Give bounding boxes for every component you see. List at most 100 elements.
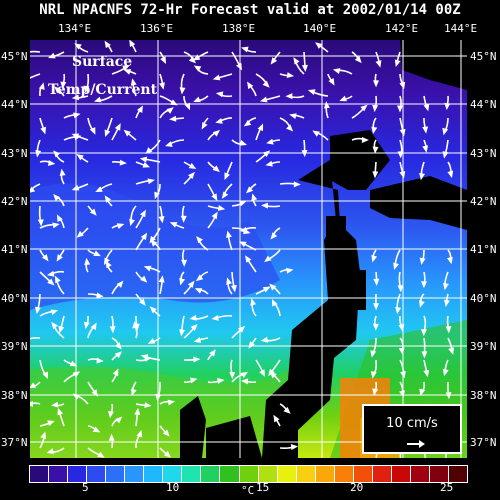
current-arrow-head (443, 282, 449, 291)
lon-tick-144e: 144°E (444, 22, 478, 35)
current-arrow-head (93, 250, 101, 257)
current-arrow-head (394, 59, 401, 68)
current-arrow-head (371, 126, 378, 135)
colorbar-cell (258, 466, 278, 482)
current-arrow-head (421, 351, 428, 359)
current-arrow-head (76, 230, 84, 238)
current-arrow-head (40, 431, 47, 440)
current-arrow-head (196, 236, 203, 244)
current-arrow-head (95, 186, 103, 193)
current-arrow-head (116, 280, 124, 288)
current-arrow-head (372, 388, 379, 396)
current-arrow-head (215, 91, 224, 98)
current-arrow-head (130, 388, 137, 397)
current-arrow-head (30, 186, 36, 193)
current-arrow-head (184, 102, 191, 111)
current-arrow-head (91, 389, 98, 397)
temperature-current-map (30, 40, 467, 458)
current-arrow-head (114, 351, 123, 359)
current-arrow-head (447, 170, 454, 179)
current-arrow-head (240, 371, 249, 379)
current-arrow-head (442, 151, 449, 159)
current-arrow-head (71, 133, 80, 140)
current-arrow-head (375, 60, 382, 68)
temperature-colorbar (30, 466, 468, 482)
current-arrow-head (132, 321, 139, 329)
current-arrow-head (264, 255, 272, 263)
current-arrow-head (90, 322, 97, 331)
current-arrow-head (399, 390, 405, 398)
current-arrow (30, 73, 41, 79)
velocity-scale-label: 10 cm/s (386, 416, 438, 431)
current-arrow-head (71, 184, 80, 191)
current-arrow-head (47, 420, 55, 427)
current-arrow-head (212, 165, 220, 173)
lat-tick-right-37n: 37°N (470, 436, 497, 449)
current-arrow-head (136, 429, 143, 438)
velocity-scale-arrow-icon (407, 440, 425, 448)
current-arrow-head (190, 323, 198, 332)
colorbar-frame (29, 465, 468, 483)
current-arrow-head (419, 172, 426, 181)
current-arrow-head (270, 232, 278, 240)
colorbar-tick-25: 25 (440, 481, 454, 494)
current-arrow-head (140, 275, 148, 283)
current-arrow-head (419, 300, 425, 308)
current-arrow-head (144, 402, 152, 409)
current-arrow-head (104, 195, 112, 203)
colorbar-tick-15: 15 (256, 481, 270, 494)
current-arrow-head (419, 388, 426, 397)
map-title: NRL NPACNFS 72-Hr Forecast valid at 2002… (39, 2, 461, 18)
current-arrow-head (130, 78, 137, 86)
current-arrow-head (181, 259, 188, 267)
current-arrow-head (72, 371, 81, 378)
current-arrow-head (241, 46, 249, 53)
current-arrow-head (96, 292, 104, 299)
current-arrow-head (217, 377, 225, 384)
current-arrow-head (108, 433, 115, 441)
current-arrow-head (423, 369, 430, 378)
current-arrow-head (112, 368, 119, 377)
current-arrow-head (209, 349, 216, 357)
map-label-temp-current: Temp/Current (48, 82, 158, 98)
current-arrow-head (243, 119, 252, 127)
lat-tick-right-39n: 39°N (470, 340, 497, 353)
current-arrow-head (122, 65, 130, 71)
current-arrow-head (283, 406, 291, 414)
current-arrow-head (420, 329, 427, 337)
cold-water-patch (30, 183, 280, 310)
current-arrow-head (89, 127, 96, 135)
current-arrow-head (38, 82, 45, 90)
current-arrow-head (51, 401, 59, 408)
colorbar-unit: °C (241, 484, 255, 497)
current-arrow-head (257, 123, 264, 132)
current-arrow-head (72, 393, 81, 400)
current-arrow-head (290, 443, 299, 450)
current-arrow-head (262, 150, 271, 158)
current-arrow-head (57, 407, 64, 416)
lat-tick-right-42n: 42°N (470, 195, 497, 208)
current-arrow-head (266, 138, 274, 145)
current-arrow-head (212, 129, 221, 137)
current-arrow-head (145, 147, 153, 155)
current-arrow-head (115, 416, 123, 424)
current-arrow-head (259, 369, 266, 377)
lat-tick-right-38n: 38°N (470, 389, 497, 402)
current-arrow-head (169, 115, 177, 122)
current-arrow-head (119, 159, 127, 166)
colorbar-cell (239, 466, 259, 482)
current-arrow-head (373, 303, 380, 311)
colorbar-tick-10: 10 (166, 481, 180, 494)
lat-tick-left-41n: 41°N (1, 243, 28, 256)
current-arrow-head (165, 141, 173, 147)
lat-tick-left-39n: 39°N (1, 340, 28, 353)
current-arrow-head (250, 298, 257, 306)
lon-tick-134e: 134°E (58, 22, 92, 35)
current-arrow-head (393, 262, 399, 271)
current-arrow-head (93, 96, 102, 103)
current-arrow-head (84, 257, 91, 266)
current-arrow-head (158, 215, 165, 224)
current-arrow-head (170, 99, 178, 106)
current-arrow-head (195, 274, 204, 282)
current-arrow-head (136, 105, 143, 113)
